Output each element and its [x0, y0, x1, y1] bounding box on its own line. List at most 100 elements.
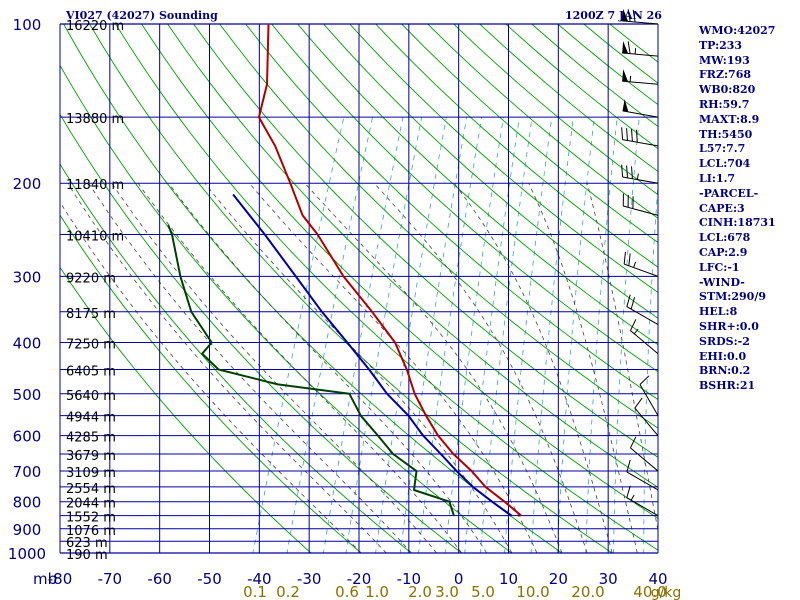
wind-barb-half-flag: [629, 75, 632, 82]
dry-adiabats: [60, 24, 658, 553]
wind-barb-staff: [639, 384, 659, 416]
pressure-tick-label: 300: [13, 268, 42, 286]
wind-barb-flag: [631, 129, 633, 142]
mixing-ratio-line: [322, 117, 404, 553]
parcel-profile-line: [232, 193, 513, 517]
height-level-label: 6405 m: [66, 365, 116, 380]
wind-barb-pennant: [622, 99, 629, 112]
stat-item: BSHR:21: [699, 379, 756, 393]
wind-barb-flag: [627, 41, 631, 54]
temperature-tick-label: -10: [397, 570, 422, 588]
wind-barb-staff: [622, 176, 659, 184]
stat-item: TH:5450: [699, 127, 753, 141]
dry-adiabat: [375, 24, 658, 268]
mixing-ratio-label: 20.0: [571, 583, 604, 600]
wind-barb-staff: [630, 330, 659, 355]
wind-barb-staff: [624, 263, 659, 277]
wind-barb: [622, 193, 659, 216]
stat-item: -PARCEL-: [699, 186, 759, 200]
pressure-tick-label: 1000: [8, 545, 46, 563]
wind-barb-pennant: [622, 41, 629, 54]
wind-barb-flag: [626, 165, 628, 178]
wind-barb-half-flag: [630, 494, 635, 501]
wind-barb-flag: [627, 9, 631, 22]
moist-adiabats: [60, 182, 658, 553]
temperature-tick-label: 20: [549, 570, 568, 588]
wind-barb-flag: [635, 129, 638, 143]
wind-barb-staff: [626, 471, 659, 491]
stat-item: WMO:42027: [699, 24, 776, 37]
stat-item: MW:193: [699, 53, 750, 67]
moist-adiabat: [528, 183, 638, 553]
dry-adiabat: [60, 266, 312, 553]
stat-item: CINH:18731: [699, 216, 776, 230]
stat-item: LCL:678: [699, 231, 751, 245]
moist-adiabat: [67, 182, 387, 553]
wind-barb-staff: [622, 139, 659, 147]
dry-adiabat: [245, 24, 658, 401]
wind-barb: [622, 69, 659, 85]
pressure-tick-label: 900: [13, 521, 42, 539]
stat-item: -WIND-: [699, 275, 745, 289]
wind-barb: [629, 319, 659, 355]
wind-barb-half-flag: [633, 261, 637, 268]
wind-barb-staff: [623, 205, 659, 216]
height-level-label: 3679 m: [66, 449, 116, 464]
dry-adiabat: [89, 24, 614, 553]
stat-item: WB0:820: [699, 83, 756, 97]
height-level-label: 2044 m: [66, 497, 116, 512]
mixing-ratio-line: [464, 117, 520, 553]
mixing-ratio-label: 10.0: [516, 583, 549, 600]
wind-barb-half-flag: [636, 173, 639, 180]
dry-adiabat: [401, 24, 658, 243]
wind-barb-flag: [631, 166, 633, 179]
pressure-tick-label: 400: [13, 334, 42, 352]
height-level-label: 190 m: [66, 548, 108, 563]
height-level-label: 13880 m: [66, 112, 124, 127]
mixing-ratio-label: 0.2: [276, 583, 300, 600]
pressure-tick-label: 700: [13, 463, 42, 481]
dry-adiabat: [167, 24, 658, 488]
wind-barb-flag: [628, 253, 631, 266]
dry-adiabat: [60, 214, 362, 553]
height-level-label: 623 m: [66, 536, 108, 551]
stat-item: SHR+:0.0: [699, 319, 759, 333]
temperature-tick-label: -50: [197, 570, 222, 588]
height-level-label: 3109 m: [66, 466, 116, 481]
dry-adiabat: [349, 24, 658, 293]
mixing-ratio-label: 0.1: [243, 583, 267, 600]
wind-barb-pennant: [622, 69, 629, 82]
wind-barb-pennant: [622, 8, 629, 22]
wind-barb: [622, 99, 659, 118]
temperature-tick-label: -70: [98, 570, 123, 588]
stat-item: LI:1.7: [699, 171, 736, 185]
wind-barb-staff: [622, 52, 659, 57]
dry-adiabat: [60, 113, 463, 553]
temperature-profile-line: [257, 24, 522, 517]
moist-adiabat: [304, 182, 563, 553]
wind-barb: [639, 375, 659, 416]
wind-barb-flag: [626, 294, 631, 307]
moist-adiabat: [586, 183, 658, 533]
wind-barb: [626, 485, 659, 517]
pressure-tick-label: 100: [13, 16, 42, 34]
wind-barb: [622, 8, 659, 25]
height-level-label: 9220 m: [66, 271, 116, 286]
temperature-tick-label: -20: [347, 570, 372, 588]
wind-barb-flag: [626, 128, 628, 141]
wind-barb: [626, 294, 659, 326]
mixing-ratio-line: [504, 117, 553, 553]
dry-adiabat: [63, 24, 563, 553]
temperature-tick-label: 0: [454, 570, 464, 588]
wind-barb-flag: [621, 127, 624, 140]
stat-item: LFC:-1: [699, 260, 740, 274]
wind-barb-flag: [630, 297, 636, 310]
stat-item: FRZ:768: [699, 68, 752, 82]
wind-barb: [622, 41, 659, 57]
mixing-ratio-lines: [252, 117, 658, 553]
temperature-tick-label: -60: [147, 570, 172, 588]
dry-adiabat: [193, 24, 658, 458]
stat-item: CAP:2.9: [699, 245, 748, 259]
